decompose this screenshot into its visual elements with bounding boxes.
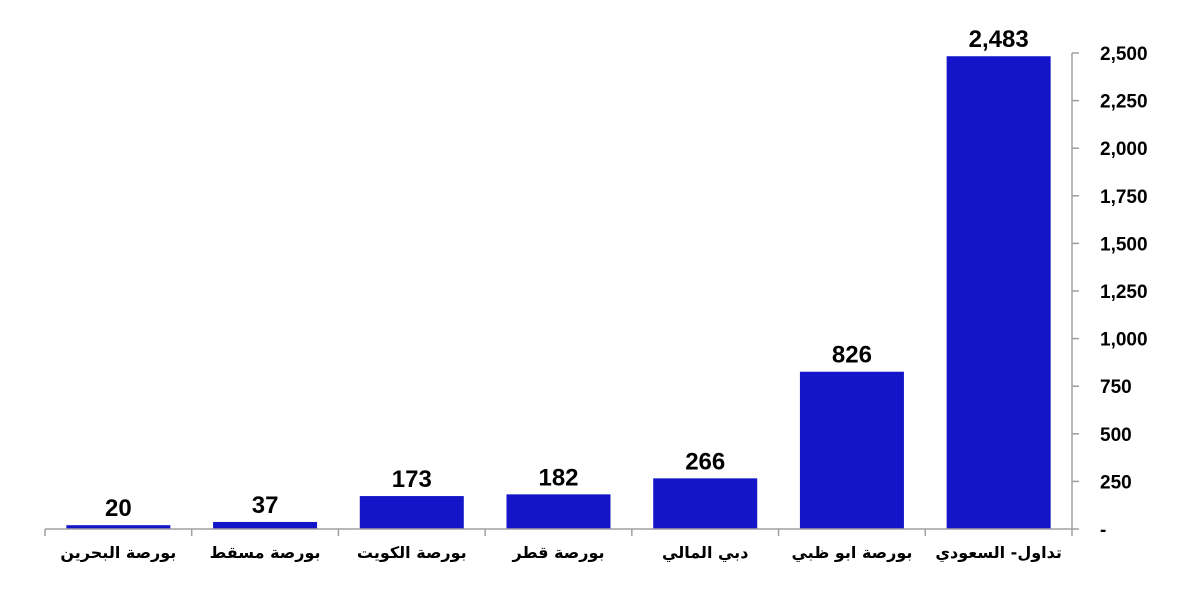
x-tick-label: دبي المالي bbox=[662, 543, 748, 563]
data-label: 173 bbox=[392, 466, 432, 493]
y-tick-label: 1,000 bbox=[1100, 330, 1148, 351]
y-tick-label: 2,250 bbox=[1100, 92, 1148, 113]
y-tick-label: 1,750 bbox=[1100, 187, 1148, 208]
x-tick-label: بورصة الكويت bbox=[357, 543, 467, 562]
y-tick-label: - bbox=[1100, 520, 1106, 541]
data-label: 826 bbox=[832, 342, 872, 369]
x-tick-labels-group: تداول- السعودي بورصة ابو ظبي دبي المالي بور… bbox=[60, 543, 1061, 563]
data-label: 37 bbox=[252, 492, 279, 519]
y-tick-label: 250 bbox=[1100, 472, 1132, 493]
data-label: 266 bbox=[685, 448, 725, 475]
data-label: 20 bbox=[105, 495, 132, 522]
bar bbox=[359, 496, 464, 529]
x-tick-label: تداول- السعودي bbox=[935, 543, 1061, 563]
x-tick-label: بورصة قطر bbox=[512, 543, 605, 562]
bar bbox=[66, 525, 171, 529]
x-tick-label: بورصة ابو ظبي bbox=[791, 543, 912, 563]
y-tick-label: 1,500 bbox=[1100, 234, 1148, 255]
y-tick-label: 2,500 bbox=[1100, 44, 1148, 65]
bar bbox=[799, 371, 904, 529]
data-label: 2,483 bbox=[969, 26, 1029, 53]
bar bbox=[213, 521, 318, 529]
bar bbox=[506, 494, 611, 529]
bars-group bbox=[66, 56, 1051, 529]
axes-group bbox=[44, 52, 1079, 536]
y-tick-label: 500 bbox=[1100, 425, 1132, 446]
x-tick-label: بورصة البحرين bbox=[60, 543, 176, 562]
bar bbox=[653, 478, 758, 529]
bar bbox=[946, 56, 1051, 529]
data-label: 182 bbox=[538, 464, 578, 491]
y-tick-labels-group: - 250 500 750 1,000 1,250 1,500 1,750 2,000 2,250… bbox=[1100, 44, 1148, 541]
y-tick-label: 2,000 bbox=[1100, 139, 1148, 160]
value-labels-group: 2,483 826 266 182 173 37 20 bbox=[105, 26, 1029, 522]
y-tick-label: 1,250 bbox=[1100, 282, 1148, 303]
x-tick-label: بورصة مسقط bbox=[210, 543, 321, 562]
y-tick-label: 750 bbox=[1100, 377, 1132, 398]
